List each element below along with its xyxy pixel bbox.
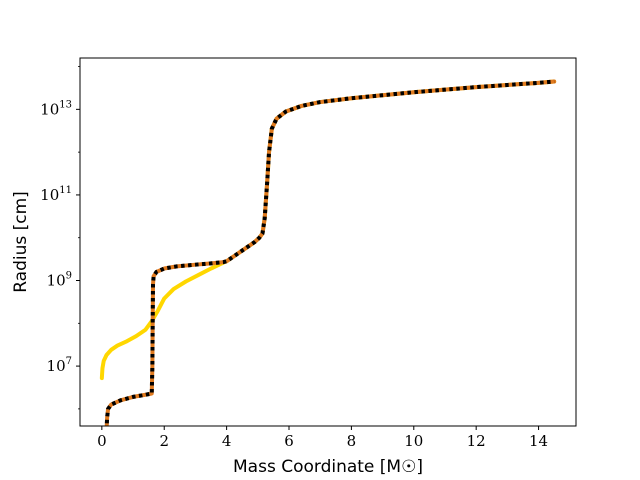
series-line-3 — [104, 79, 555, 426]
y-tick-label: 107 — [47, 356, 72, 375]
x-axis-label: Mass Coordinate [M☉] — [233, 457, 423, 477]
series-line-2 — [104, 79, 557, 426]
x-tick-label: 14 — [529, 432, 548, 450]
y-tick-label: 109 — [47, 271, 72, 290]
x-tick-label: 0 — [97, 432, 107, 450]
x-tick-label: 12 — [467, 432, 486, 450]
x-tick-label: 6 — [284, 432, 294, 450]
x-axis: 0 2 4 6 8 10 12 14 — [97, 426, 548, 450]
x-tick-label: 2 — [159, 432, 169, 450]
y-tick-label: 1011 — [40, 185, 72, 204]
plot-frame — [79, 57, 577, 427]
y-axis: 107 109 1011 1013 — [40, 66, 80, 410]
x-tick-label: 8 — [347, 432, 357, 450]
y-axis-label: Radius [cm] — [11, 191, 31, 293]
series-line-1 — [99, 79, 557, 381]
y-tick-label: 1013 — [40, 99, 72, 118]
series-layer — [99, 79, 557, 426]
x-tick-label: 4 — [222, 432, 232, 450]
x-tick-label: 10 — [404, 432, 423, 450]
